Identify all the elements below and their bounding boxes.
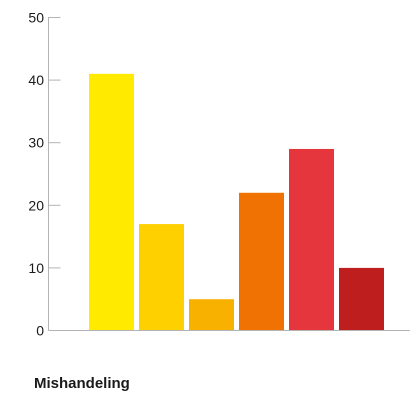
bar-4 xyxy=(239,192,284,331)
bar-1 xyxy=(89,73,134,331)
axis-layer: 0 10 20 30 40 50 xyxy=(28,10,410,339)
y-tick-label-10: 10 xyxy=(28,260,44,276)
y-tick-label-30: 30 xyxy=(28,135,44,151)
y-tick-label-20: 20 xyxy=(28,197,44,213)
bar-5 xyxy=(289,148,334,331)
y-tick-label-40: 40 xyxy=(28,72,44,88)
y-tick-label-50: 50 xyxy=(28,10,44,26)
bar-6 xyxy=(339,267,384,331)
y-tick-label-0: 0 xyxy=(36,323,44,339)
x-axis-label: Mishandeling xyxy=(34,375,130,392)
bars-layer xyxy=(89,73,384,331)
bar-2 xyxy=(139,224,184,331)
bar-3 xyxy=(189,299,234,331)
